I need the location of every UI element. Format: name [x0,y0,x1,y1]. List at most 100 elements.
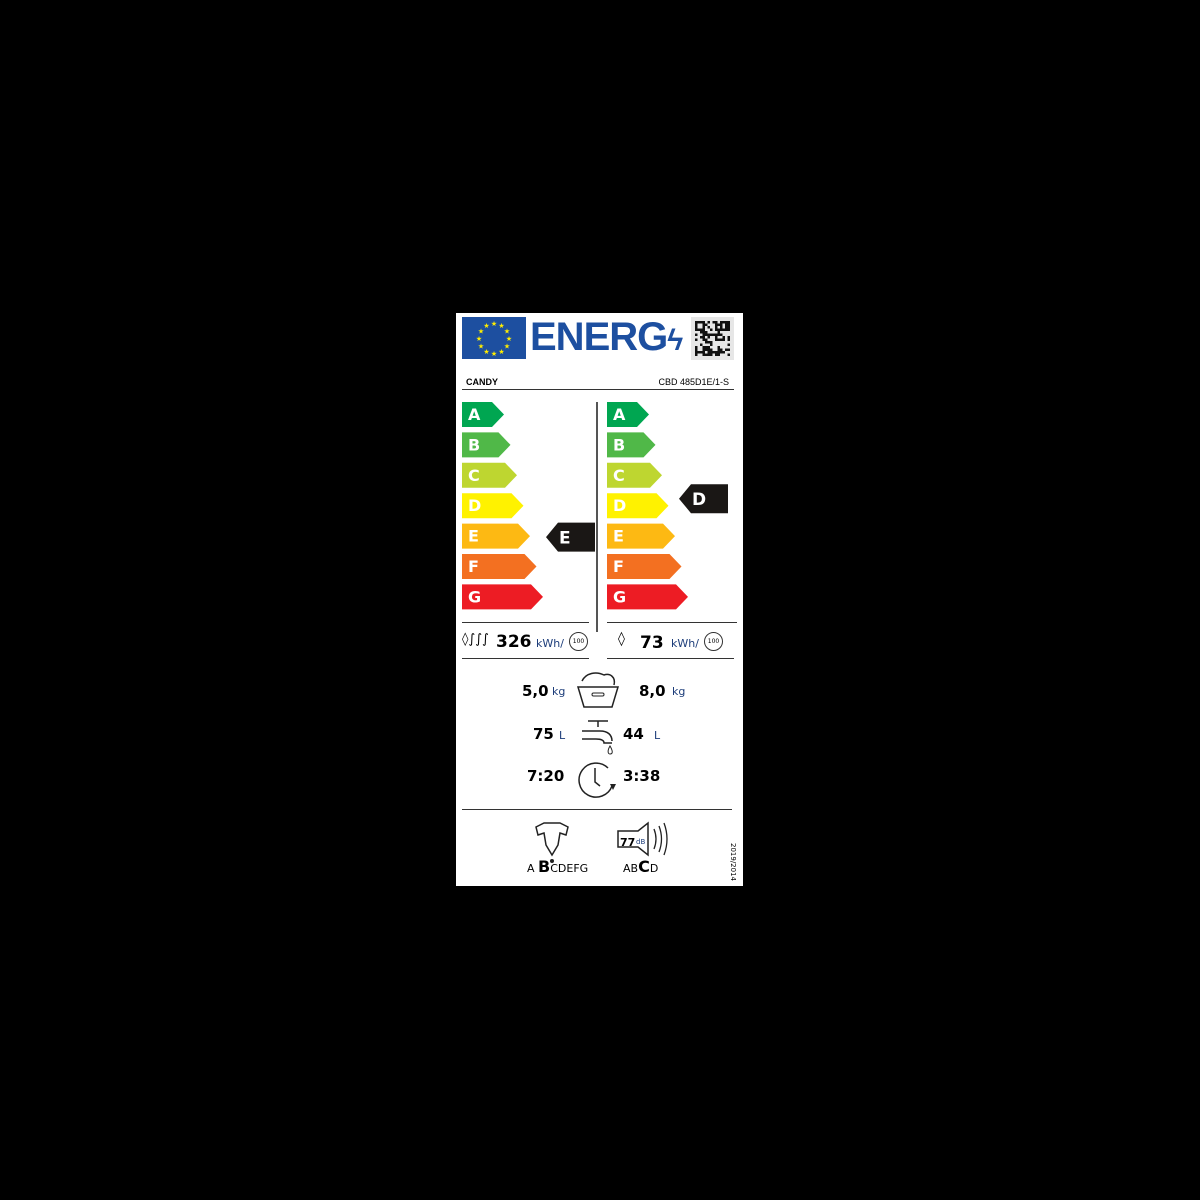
w-water: 44 [623,725,644,743]
washing-class-F: F [607,554,682,579]
qr-module [722,338,725,341]
svg-text:D: D [613,496,626,515]
svg-text:B: B [613,435,625,454]
qr-module [715,323,718,326]
svg-text:G: G [468,587,481,606]
qr-module [727,353,730,356]
qr-module [702,348,705,351]
qr-module [717,351,720,354]
wd-water-unit: L [559,729,566,742]
qr-module [702,321,705,324]
w-water-unit: L [654,729,661,742]
qr-module [702,326,705,329]
washer-dryer-class-E: E [462,523,530,549]
svg-text:C: C [613,466,625,485]
qr-module [725,326,728,329]
qr-module [707,336,710,339]
svg-text:C: C [468,466,480,485]
qr-module [710,351,713,354]
qr-module [705,323,708,326]
washing-rating-indicator: D [679,484,728,514]
qr-module [697,351,700,354]
qr-module [707,346,710,349]
w-duration: 3:38 [623,767,661,785]
spin-drying-icon [535,822,569,863]
cycles-icon: 100 [704,632,723,651]
qr-module [705,331,708,334]
qr-module [702,328,705,331]
model-number: CBD 485D1E/1-S [658,377,729,387]
qr-module [700,343,703,346]
wd-energy-value: 326 [496,632,532,652]
washing-class-E: E [607,523,675,549]
qr-code-icon[interactable] [691,317,734,360]
qr-module [717,353,720,356]
wd-duration: 7:20 [527,767,565,785]
qr-module [697,328,700,331]
washer-dryer-class-D: D [462,493,524,519]
star-icon: ★ [504,343,510,351]
qr-module [702,346,705,349]
qr-module [722,321,725,324]
spin-class-scale: A BCDEFG [527,857,589,876]
qr-module [715,351,718,354]
qr-module [720,328,723,331]
qr-module [727,323,730,326]
qr-module [712,333,715,336]
washer-dryer-class-B: B [462,432,511,458]
svg-text:E: E [559,529,571,549]
qr-module [700,331,703,334]
qr-module [705,338,708,341]
star-icon: ★ [483,322,489,330]
qr-module [700,328,703,331]
qr-module [695,353,698,356]
qr-module [697,321,700,324]
qr-module [702,323,705,326]
qr-module [702,333,705,336]
star-icon: ★ [478,328,484,336]
qr-module [707,341,710,344]
energy-label: ★ ★ ★ ★ ★ ★ ★ ★ ★ ★ ★ ★ ENERGϟ CANDY CBD 485D1E/1-S… [456,313,743,886]
qr-module [720,338,723,341]
wd-capacity: 5,0 [522,682,549,700]
qr-module [715,333,718,336]
qr-module [717,323,720,326]
qr-module [722,328,725,331]
washing-class-C: C [607,462,662,488]
qr-module [700,351,703,354]
star-icon: ★ [483,348,489,356]
energy-logo: ENERGϟ [530,315,683,359]
qr-module [727,328,730,331]
noise-class-scale: ABCD [623,857,659,876]
noise-value: 77 [620,836,636,849]
qr-module [710,348,713,351]
qr-module [717,331,720,334]
qr-module [725,323,728,326]
qr-module [710,328,713,331]
qr-module [707,333,710,336]
qr-module [707,326,710,329]
svg-text:F: F [468,557,479,576]
qr-module [727,326,730,329]
qr-module [707,348,710,351]
qr-module [702,338,705,341]
svg-text:G: G [613,587,626,606]
drop-icon: ◊ [618,631,625,647]
clock-icon [578,762,616,798]
water-tap-icon [582,720,613,755]
qr-module [727,321,730,324]
qr-module [720,323,723,326]
qr-module [705,353,708,356]
washer-dryer-rating-indicator: E [546,522,595,552]
star-icon: ★ [476,335,482,343]
qr-module [695,326,698,329]
qr-module [722,336,725,339]
qr-module [695,328,698,331]
qr-module [695,338,698,341]
washer-dryer-class-F: F [462,554,537,579]
qr-module [717,348,720,351]
star-icon: ★ [498,348,504,356]
qr-module [720,348,723,351]
washing-class-D: D [607,493,669,519]
qr-module [717,346,720,349]
